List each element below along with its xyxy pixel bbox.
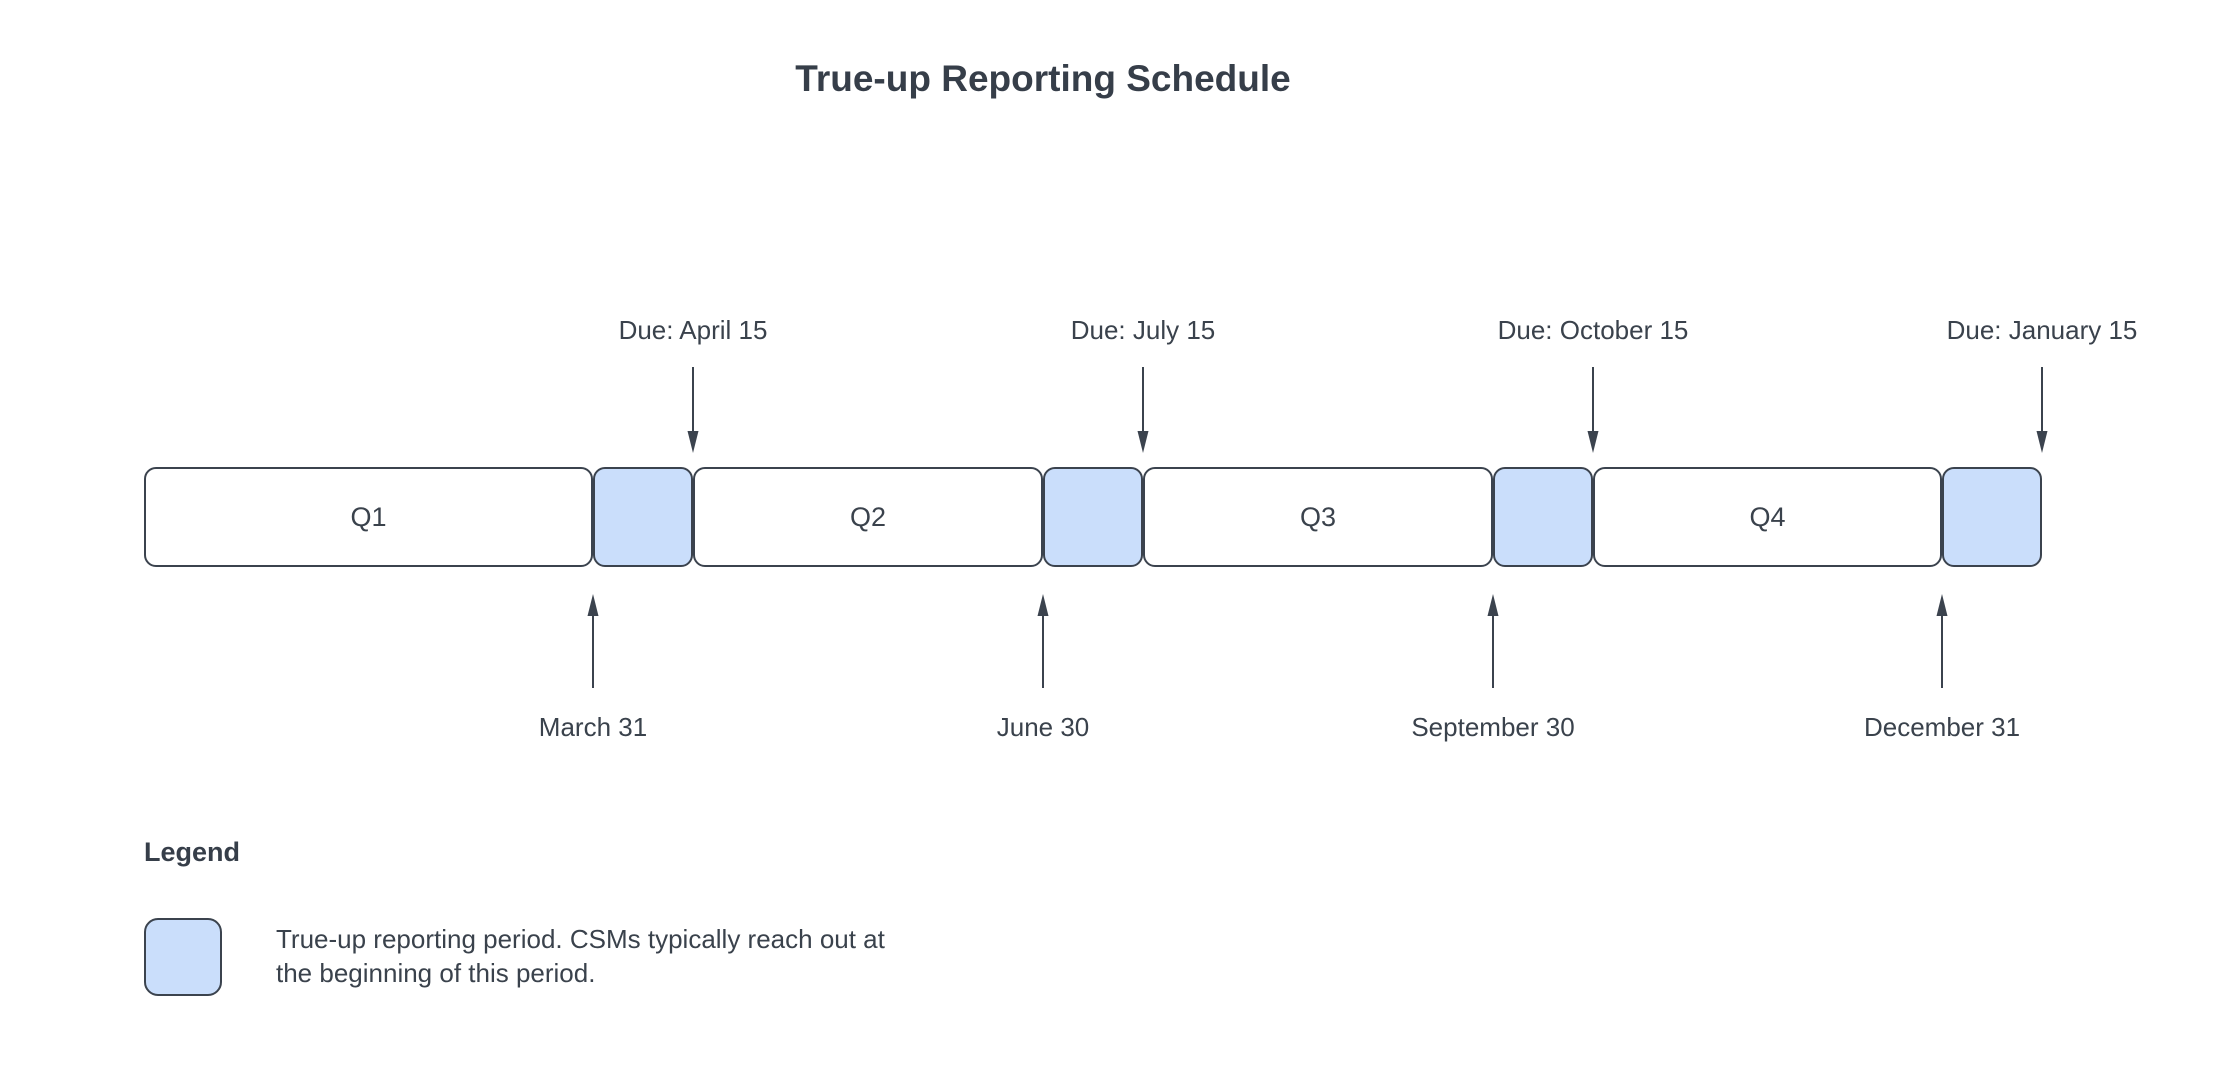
true-up-period-box-1 xyxy=(593,467,693,567)
quarter-end-label-q1: March 31 xyxy=(538,712,648,742)
quarter-box-q2: Q2 xyxy=(693,467,1043,567)
quarter-end-arrow-q2 xyxy=(1035,594,1051,688)
due-date-arrow-q4 xyxy=(2034,367,2050,453)
quarter-end-arrow-q4 xyxy=(1934,594,1950,688)
quarter-box-q3: Q3 xyxy=(1143,467,1493,567)
arrow-down-icon xyxy=(2036,367,2048,453)
legend-description-line-1: True-up reporting period. CSMs typically… xyxy=(276,924,885,954)
quarter-box-q1: Q1 xyxy=(144,467,593,567)
true-up-period-box-3 xyxy=(1493,467,1593,567)
quarter-label: Q3 xyxy=(1299,501,1337,532)
quarter-label: Q4 xyxy=(1749,501,1786,532)
due-date-label-q1: Due: April 15 xyxy=(618,315,768,345)
arrow-down-icon xyxy=(1137,367,1149,453)
arrow-down-icon xyxy=(1587,367,1599,453)
due-date-label-q2: Due: July 15 xyxy=(1070,315,1216,345)
due-date-arrow-q1 xyxy=(685,367,701,453)
due-date-arrow-q2 xyxy=(1135,367,1151,453)
quarter-label: Q1 xyxy=(350,501,387,532)
arrow-up-icon xyxy=(1037,594,1049,688)
arrow-down-icon xyxy=(687,367,699,453)
legend-description: True-up reporting period. CSMs typically… xyxy=(276,922,885,990)
quarter-label: Q2 xyxy=(849,501,887,532)
due-date-label-q4: Due: January 15 xyxy=(1946,315,2138,345)
arrow-up-icon xyxy=(1487,594,1499,688)
due-date-arrow-q3 xyxy=(1585,367,1601,453)
quarter-end-label-q3: September 30 xyxy=(1411,712,1575,742)
due-date-label-q3: Due: October 15 xyxy=(1497,315,1689,345)
quarter-box-q4: Q4 xyxy=(1593,467,1942,567)
quarter-end-label-q2: June 30 xyxy=(996,712,1090,742)
true-up-period-box-2 xyxy=(1043,467,1143,567)
legend-heading: Legend xyxy=(144,837,241,867)
quarter-end-arrow-q3 xyxy=(1485,594,1501,688)
arrow-up-icon xyxy=(587,594,599,688)
legend-description-line-2: the beginning of this period. xyxy=(276,958,596,988)
quarter-end-label-q4: December 31 xyxy=(1863,712,2021,742)
page-title: True-up Reporting Schedule xyxy=(795,58,1291,99)
legend-swatch xyxy=(144,918,222,996)
arrow-up-icon xyxy=(1936,594,1948,688)
quarter-end-arrow-q1 xyxy=(585,594,601,688)
true-up-period-box-4 xyxy=(1942,467,2042,567)
